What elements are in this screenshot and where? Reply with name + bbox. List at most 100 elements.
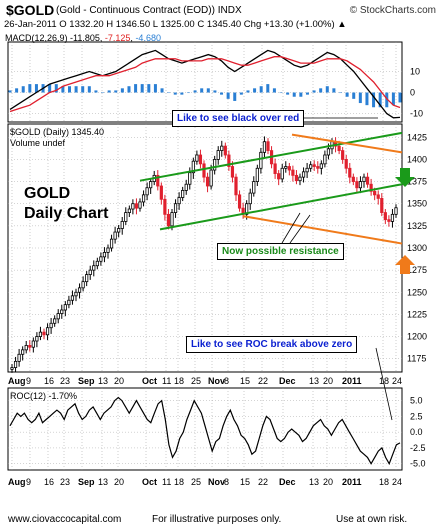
macd-histogram-bar: [34, 84, 38, 93]
price-x-tick: 20: [114, 376, 124, 386]
macd-histogram-bar: [233, 92, 237, 101]
macd-histogram-bar: [87, 86, 91, 93]
macd-histogram-bar: [266, 84, 270, 93]
roc-x-tick: Nov: [208, 477, 225, 487]
price-candle-body: [255, 167, 259, 182]
roc-x-tick: 24: [392, 477, 402, 487]
price-candle-body: [88, 269, 92, 275]
price-candle-body: [316, 166, 320, 169]
price-candle-body: [383, 212, 387, 221]
price-candle-body: [390, 213, 395, 222]
symbol-title: $GOLD: [6, 2, 55, 18]
macd-histogram-bar: [127, 86, 131, 93]
price-x-tick: 22: [258, 376, 268, 386]
macd-histogram-bar: [259, 86, 263, 93]
price-candle-body: [365, 176, 370, 185]
macd-y-tick: -10: [410, 109, 423, 119]
price-x-tick: 16: [44, 376, 54, 386]
macd-histogram-bar: [28, 84, 32, 93]
price-candle-body: [117, 228, 121, 233]
price-candle-body: [184, 183, 188, 191]
roc-x-tick: 18: [379, 477, 389, 487]
macd-histogram-bar: [114, 90, 118, 93]
macd-histogram-bar: [15, 88, 19, 93]
macd-line: [9, 49, 401, 119]
macd-histogram-bar: [339, 92, 343, 94]
price-candle-body: [394, 207, 398, 215]
price-candle-body: [149, 181, 153, 189]
price-x-tick: 15: [240, 376, 250, 386]
price-candle-body: [170, 212, 174, 227]
price-candle-body: [234, 176, 238, 196]
price-candle-body: [230, 166, 235, 178]
macd-histogram-bar: [21, 86, 25, 93]
footer-website: www.ciovaccocapital.com: [8, 514, 122, 525]
price-y-tick: 1250: [407, 287, 427, 297]
price-candle-body: [95, 260, 99, 267]
roc-x-tick: Sep: [78, 477, 95, 487]
price-candle-body: [202, 163, 206, 178]
orange-channel-lower: [242, 215, 403, 245]
down-arrow-icon: [395, 168, 415, 187]
macd-histogram-bar: [74, 86, 78, 93]
price-x-tick: Nov: [208, 376, 225, 386]
macd-histogram-bar: [120, 88, 124, 93]
roc-y-tick: 5.0: [410, 396, 423, 406]
price-candle-body: [376, 194, 380, 199]
price-candle-body: [298, 176, 302, 182]
ohlc-readout: 26-Jan-2011 O 1332.20 H 1346.50 L 1325.0…: [4, 19, 347, 30]
price-candle-body: [280, 167, 284, 180]
macd-histogram-bar: [239, 92, 243, 95]
macd-histogram-bar: [67, 86, 71, 93]
price-candle-body: [85, 274, 89, 283]
macd-histogram-bar: [101, 92, 105, 94]
price-candle-body: [127, 208, 131, 213]
price-candle-body: [63, 304, 67, 311]
price-candle-body: [287, 166, 291, 171]
price-candle-body: [138, 201, 142, 209]
orange-channel-upper: [291, 133, 403, 154]
price-candle-body: [373, 190, 377, 196]
macd-histogram-bar: [385, 92, 389, 108]
price-candle-body: [35, 336, 39, 342]
price-candle-body: [252, 181, 256, 194]
price-candle-body: [120, 221, 124, 229]
callout-roc-break: Like to see ROC break above zero: [186, 336, 358, 353]
price-candle-body: [163, 198, 167, 215]
price-candle-body: [323, 154, 327, 165]
price-candle-body: [13, 360, 18, 368]
callout-possible-resistance: Now possible resistance: [217, 243, 344, 260]
price-candle-body: [305, 167, 309, 173]
macd-histogram-bar: [140, 84, 144, 93]
macd-histogram-bar: [332, 88, 336, 93]
macd-sep: ,: [130, 33, 136, 43]
macd-histogram-bar: [286, 92, 290, 95]
price-candle-body: [291, 169, 295, 176]
roc-y-tick: 0.0: [410, 427, 423, 437]
macd-histogram-bar: [279, 92, 283, 94]
price-candle-body: [131, 203, 135, 210]
roc-y-tick: 2.5: [410, 411, 423, 421]
roc-x-tick: 23: [60, 477, 70, 487]
macd-histogram-bar: [173, 92, 177, 95]
roc-x-tick: 18: [174, 477, 184, 487]
macd-histogram-bar: [358, 92, 362, 104]
price-candle-body: [344, 159, 348, 169]
up-arrow-icon: [395, 255, 415, 274]
macd-histogram-bar: [253, 88, 257, 93]
price-candle-body: [124, 212, 128, 222]
macd-histogram-bar: [147, 84, 151, 93]
price-candle-body: [341, 150, 345, 160]
price-y-tick: 1175: [407, 354, 426, 364]
price-candle-body: [209, 169, 213, 187]
volume-label: Volume undef: [10, 138, 66, 148]
macd-histogram-bar: [299, 92, 303, 97]
price-y-tick: 1300: [407, 243, 427, 253]
roc-x-tick: 2011: [342, 477, 362, 487]
macd-histogram-bar: [319, 88, 323, 93]
macd-histogram-bar: [134, 84, 138, 93]
macd-y-tick: 10: [410, 66, 420, 76]
price-candle-body: [273, 163, 277, 175]
price-candle-body: [277, 173, 281, 180]
roc-x-tick: 9: [26, 477, 31, 487]
